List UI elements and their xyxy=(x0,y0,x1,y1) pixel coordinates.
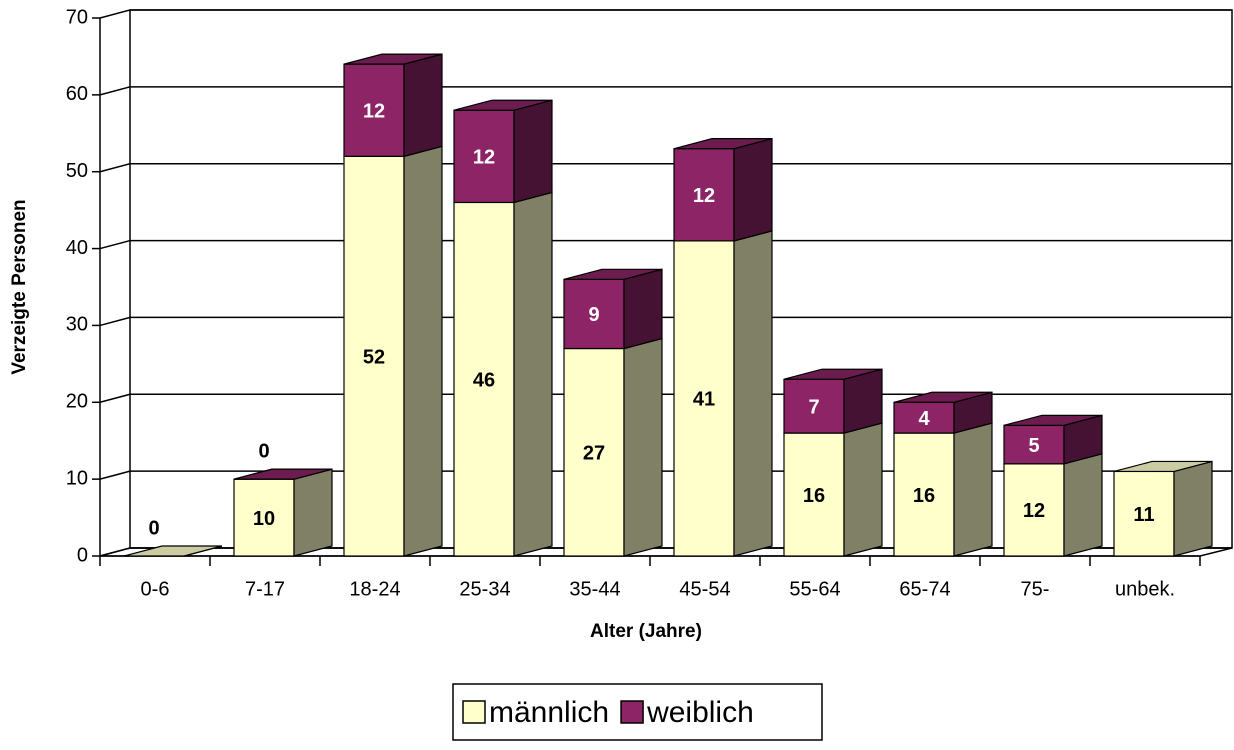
data-label: 7 xyxy=(808,396,819,418)
y-tick-label: 50 xyxy=(66,160,88,182)
data-label: 9 xyxy=(588,304,599,326)
data-label: 12 xyxy=(363,101,385,123)
bar-front xyxy=(1113,470,1175,557)
grid-line xyxy=(99,393,1232,404)
bar-side xyxy=(1173,460,1213,557)
x-axis-title: Alter (Jahre) xyxy=(590,621,702,642)
data-label: 4 xyxy=(918,408,930,430)
bar-front xyxy=(673,148,735,242)
data-label: 52 xyxy=(363,346,385,368)
x-tick-label: 35-44 xyxy=(569,578,620,600)
grid-line xyxy=(99,316,1232,327)
bar-top xyxy=(673,138,773,150)
data-label: 0 xyxy=(148,517,159,539)
bar-front xyxy=(563,347,625,557)
x-tick-label: unbek. xyxy=(1115,578,1175,600)
bar-front xyxy=(673,240,735,557)
data-label: 11 xyxy=(1133,504,1154,526)
legend-swatch xyxy=(620,700,644,724)
bar-top xyxy=(1003,414,1103,426)
y-tick-label: 20 xyxy=(66,391,88,413)
x-tick-label: 75- xyxy=(1021,578,1050,600)
bar-side xyxy=(843,422,883,557)
data-label: 10 xyxy=(253,508,275,530)
bar-side xyxy=(1063,452,1103,557)
x-tick-label: 18-24 xyxy=(349,578,400,600)
bar-side xyxy=(513,99,553,204)
bar-side xyxy=(733,230,773,557)
bar-top xyxy=(123,545,223,557)
bar-top xyxy=(233,468,333,480)
bar-top xyxy=(1113,460,1213,473)
x-tick-label: 7-17 xyxy=(245,578,285,600)
bar-top xyxy=(783,368,883,380)
x-tick-label: 25-34 xyxy=(459,578,510,600)
bar-top xyxy=(563,268,663,280)
data-label: 41 xyxy=(693,389,715,411)
bar-side xyxy=(293,468,333,557)
data-label: 12 xyxy=(473,147,495,169)
y-tick-label: 0 xyxy=(77,544,88,566)
y-tick-label: 30 xyxy=(66,314,88,336)
bar-top xyxy=(453,99,553,111)
y-tick-label: 40 xyxy=(66,237,88,259)
bar-side xyxy=(513,191,553,557)
y-axis-title: Verzeigte Personen xyxy=(9,199,30,374)
grid-line xyxy=(99,162,1232,173)
x-tick-label: 45-54 xyxy=(679,578,730,600)
bar-front xyxy=(233,478,295,557)
legend-label: weiblich xyxy=(646,696,754,729)
x-tick-label: 65-74 xyxy=(899,578,950,600)
data-label: 0 xyxy=(258,440,269,462)
grid-line xyxy=(99,9,1232,19)
y-tick-label: 10 xyxy=(66,467,88,489)
grid-line xyxy=(99,239,1232,250)
bar-side xyxy=(623,337,663,557)
bar-front xyxy=(453,201,515,557)
x-tick-label: 0-6 xyxy=(141,578,170,600)
legend-swatch xyxy=(462,700,486,724)
bar-top xyxy=(343,53,443,65)
bar-side xyxy=(403,145,443,557)
y-tick-label: 70 xyxy=(66,6,88,28)
legend-label: männlich xyxy=(489,696,609,729)
data-label: 5 xyxy=(1028,435,1039,457)
x-tick-label: 55-64 xyxy=(789,578,840,600)
data-label: 16 xyxy=(803,485,825,507)
bar-side xyxy=(953,422,993,557)
y-tick-label: 60 xyxy=(66,83,88,105)
bar-front xyxy=(1003,424,1065,465)
bar-side xyxy=(403,53,443,158)
data-label: 12 xyxy=(1023,500,1045,522)
bar-front xyxy=(343,63,405,157)
grid-line xyxy=(99,86,1232,96)
data-label: 12 xyxy=(693,185,715,207)
bar-side xyxy=(623,268,663,350)
data-label: 16 xyxy=(913,485,935,507)
bar-side xyxy=(843,368,883,434)
bar-side xyxy=(733,137,773,242)
data-label: 27 xyxy=(583,443,605,465)
bar-top xyxy=(893,391,993,403)
data-label: 46 xyxy=(473,370,495,392)
